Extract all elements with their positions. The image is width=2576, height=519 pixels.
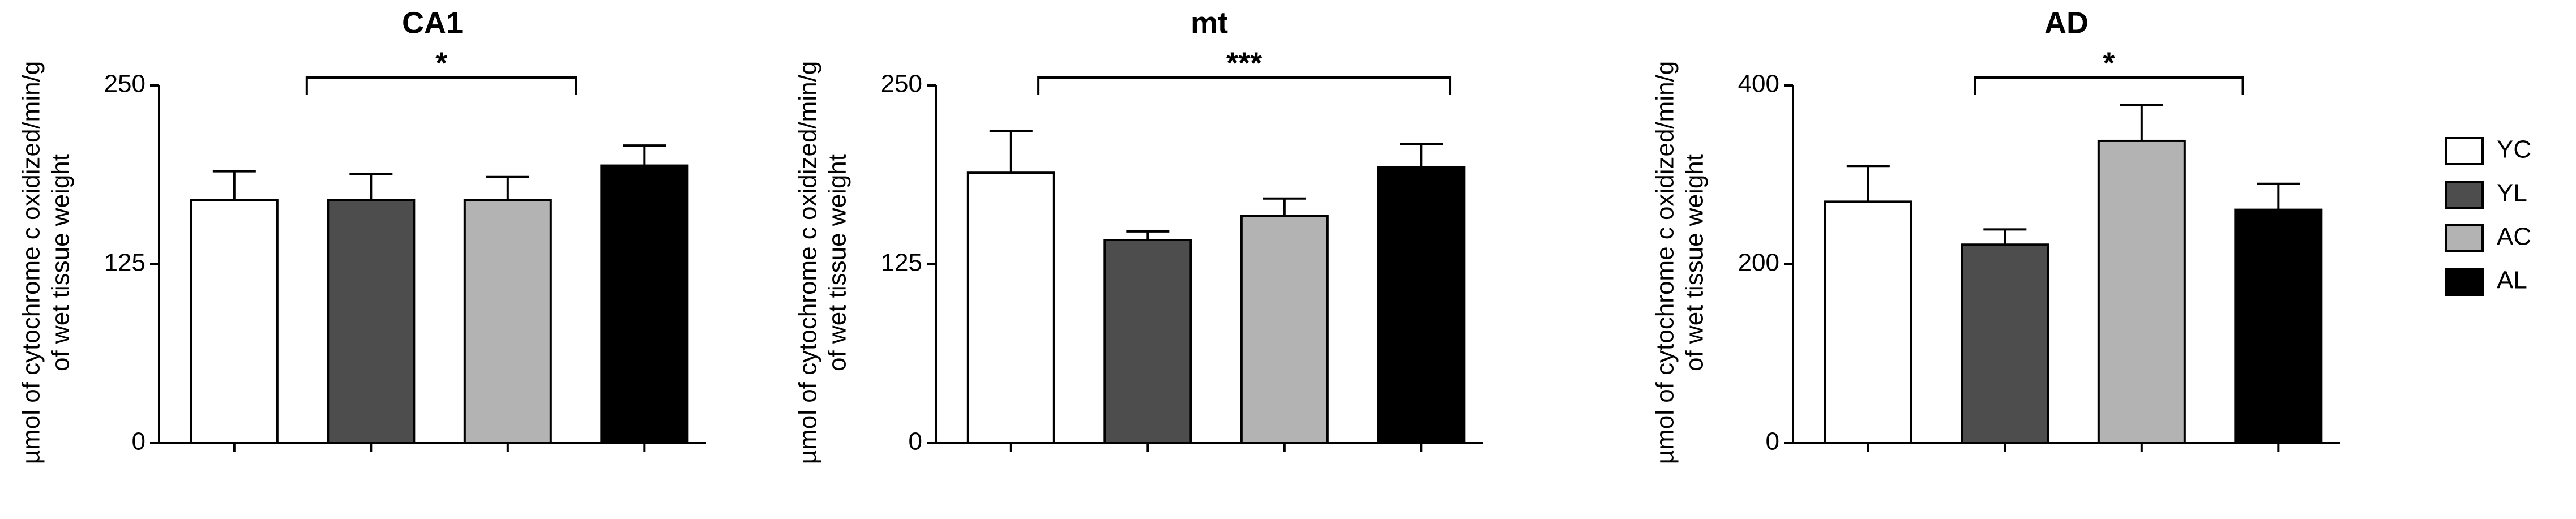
y-axis-label: µmol of cytochrome c oxidized/min/g [1651, 61, 1679, 465]
y-tick-label: 400 [1738, 70, 1779, 98]
chart-title: AD [2044, 6, 2089, 40]
bar [1824, 200, 1912, 444]
y-axis-label: of wet tissue weight [47, 154, 75, 371]
bar [2097, 139, 2186, 444]
y-axis-label: of wet tissue weight [824, 154, 851, 371]
y-tick-label: 200 [1738, 249, 1779, 277]
significance-bracket [305, 76, 577, 95]
y-axis-label: µmol of cytochrome c oxidized/min/g [18, 61, 45, 465]
bar [1240, 215, 1329, 444]
bar [600, 164, 689, 444]
bar [1103, 239, 1192, 444]
significance-label: * [2103, 46, 2115, 80]
chart-title: mt [1191, 6, 1228, 40]
bar [327, 199, 416, 444]
significance-label: * [435, 46, 447, 80]
legend-label: AL [2497, 267, 2527, 294]
legend-swatch [2445, 137, 2484, 165]
legend-swatch [2445, 181, 2484, 209]
significance-bracket [1974, 76, 2244, 95]
bar [2234, 208, 2323, 444]
y-tick-label: 0 [1766, 428, 1779, 456]
y-axis-label: µmol of cytochrome c oxidized/min/g [794, 61, 822, 465]
y-tick-label: 125 [104, 249, 146, 277]
y-tick-label: 0 [909, 428, 922, 456]
y-tick-label: 0 [132, 428, 146, 456]
chart-title: CA1 [402, 6, 463, 40]
y-tick-label: 250 [881, 70, 922, 98]
y-tick-label: 125 [881, 249, 922, 277]
significance-bracket [1037, 76, 1452, 95]
bar [1377, 166, 1466, 444]
legend-swatch [2445, 268, 2484, 296]
y-tick-label: 250 [104, 70, 146, 98]
significance-label: *** [1226, 46, 1262, 80]
y-axis-label: of wet tissue weight [1681, 154, 1709, 371]
bar [1961, 243, 2049, 444]
legend-label: YL [2497, 179, 2527, 207]
legend-swatch [2445, 224, 2484, 252]
bar [463, 199, 552, 444]
bar [190, 199, 279, 444]
legend-label: YC [2497, 136, 2531, 164]
legend-label: AC [2497, 223, 2531, 251]
bar [966, 171, 1055, 444]
